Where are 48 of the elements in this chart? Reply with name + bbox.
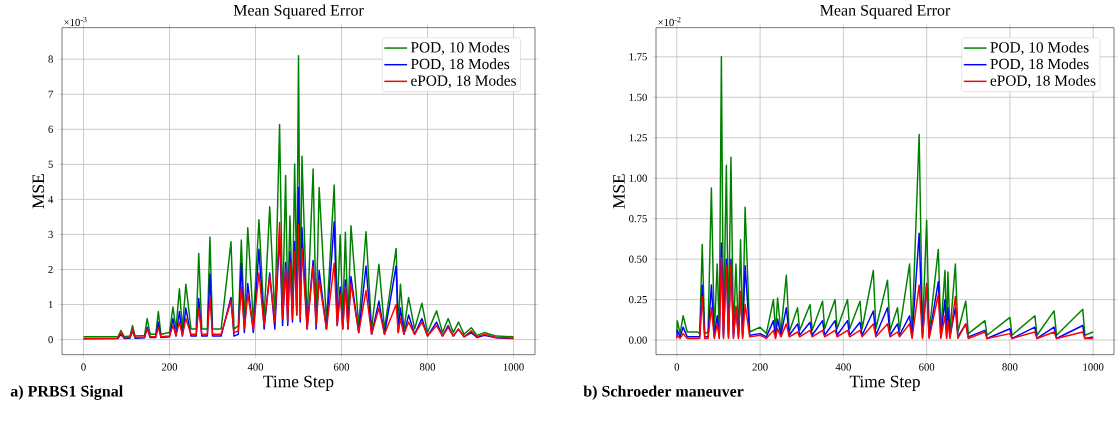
y-tick-label: 2 — [48, 266, 53, 274]
chart-title: Mean Squared Error — [233, 4, 364, 20]
y-tick-label: 5 — [48, 160, 53, 169]
x-tick-label: 400 — [247, 363, 264, 371]
y-tick-label: 0 — [48, 336, 53, 344]
x-tick-label: 0 — [674, 363, 680, 371]
text: b) Schroeder maneuver — [583, 385, 744, 401]
y-tick-label: 0.50 — [629, 255, 647, 263]
line-series — [82, 221, 515, 340]
text: ×10$^{-2}$ — [658, 17, 681, 27]
x-tick-label: 400 — [835, 363, 851, 371]
x-axis-title: Time Step — [849, 375, 920, 392]
y-tick-label: 0.25 — [629, 296, 647, 304]
text: ×10$^{-3}$ — [64, 17, 87, 27]
y-tick-label: 0.00 — [629, 336, 647, 344]
x-tick-label: 800 — [1002, 363, 1018, 371]
y-tick-label: 1.75 — [629, 53, 647, 61]
legend-label: ePOD, 18 Modes — [411, 75, 516, 89]
x-axis-title: Time Step — [263, 375, 334, 392]
y-tick-label: 7 — [48, 90, 53, 98]
y-tick-label: 3 — [48, 231, 53, 239]
x-tick-label: 600 — [333, 363, 350, 371]
y-tick-label: 1.50 — [629, 93, 647, 102]
y-axis-title: MSE — [32, 174, 45, 209]
legend-label: POD, 18 Modes — [990, 58, 1089, 72]
x-tick-label: 0 — [81, 363, 86, 371]
y-tick-label: 1 — [48, 301, 53, 309]
y-tick-label: 1.00 — [629, 174, 647, 182]
y-tick-label: 0.75 — [629, 215, 647, 223]
y-tick-label: 4 — [48, 196, 54, 204]
y-axis-title: MSE — [613, 174, 625, 209]
line-series — [676, 56, 1094, 337]
text: a) PRBS1 Signal — [10, 385, 123, 401]
chart-title: Mean Squared Error — [820, 4, 951, 20]
line-series — [82, 55, 515, 338]
y-tick-label: 1.25 — [629, 134, 647, 142]
y-tick-label: 8 — [48, 55, 53, 63]
legend-label: ePOD, 18 Modes — [990, 75, 1096, 89]
x-tick-label: 200 — [752, 363, 768, 371]
legend-label: POD, 18 Modes — [410, 58, 510, 72]
x-tick-label: 1000 — [503, 363, 524, 371]
x-tick-label: 800 — [419, 363, 436, 371]
x-tick-label: 200 — [161, 363, 178, 371]
legend-label: POD, 10 Modes — [990, 41, 1089, 55]
y-tick-label: 6 — [48, 125, 53, 134]
legend-label: POD, 10 Modes — [410, 41, 510, 55]
x-tick-label: 600 — [919, 363, 935, 371]
x-tick-label: 1000 — [1083, 363, 1104, 371]
